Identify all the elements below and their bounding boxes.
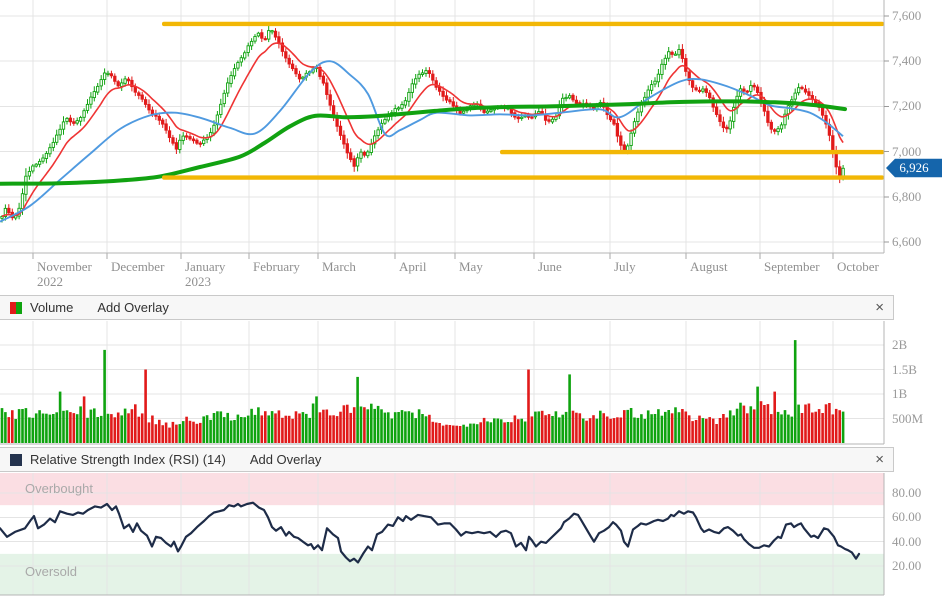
volume-bars <box>0 340 845 443</box>
date-axis-month-label: October <box>837 259 879 274</box>
rsi-legend-label[interactable]: Relative Strength Index (RSI) (14) <box>30 452 226 467</box>
date-axis-month-label: May <box>459 259 483 274</box>
rsi-panel-header: Relative Strength Index (RSI) (14) Add O… <box>0 447 894 472</box>
last-price-badge: 6,926 <box>886 158 942 178</box>
support-resistance-line[interactable] <box>500 149 884 155</box>
price-axis-label: 7,200 <box>892 98 922 114</box>
price-axis-label: 7,000 <box>892 143 922 159</box>
volume-axis-label: 500M <box>892 410 924 426</box>
volume-legend-label[interactable]: Volume <box>30 300 74 315</box>
oversold-zone-label: Oversold <box>25 564 78 579</box>
date-axis-month-label: July <box>614 259 636 274</box>
price-axis-label: 6,800 <box>892 188 922 204</box>
rsi-axis-label: 40.00 <box>892 533 922 549</box>
support-resistance-line[interactable] <box>162 175 884 180</box>
rsi-axis-label: 80.00 <box>892 485 922 500</box>
ma-fast-line <box>1 42 844 218</box>
rsi-axis-label: 60.00 <box>892 509 922 525</box>
ma-slow-line <box>0 99 847 186</box>
date-axis-month-label: March <box>322 259 356 274</box>
volume-axis-label: 1B <box>892 386 908 401</box>
rsi-zones <box>0 473 884 595</box>
date-axis-month-label: April <box>399 259 427 274</box>
date-axis-year-label: 2022 <box>37 274 63 289</box>
date-axis-month-label: December <box>111 259 165 274</box>
date-axis-month-label: September <box>764 259 820 274</box>
volume-axis-label: 2B <box>892 337 908 352</box>
rsi-axis-label: 20.00 <box>892 558 922 574</box>
support-resistance-line[interactable] <box>162 21 884 27</box>
panel-borders <box>0 0 889 596</box>
volume-axis-label: 1.5B <box>892 361 917 377</box>
rsi-panel-close-button[interactable]: × <box>871 452 888 467</box>
volume-legend-icon <box>10 301 22 314</box>
volume-add-overlay-link[interactable]: Add Overlay <box>97 300 169 315</box>
price-axis-label: 6,600 <box>892 234 922 249</box>
date-axis-month-label: June <box>538 259 562 274</box>
date-axis-month-label: February <box>253 259 300 274</box>
rsi-legend-icon <box>10 453 22 466</box>
volume-panel-header: Volume Add Overlay × <box>0 295 894 320</box>
date-axis-month-label: August <box>690 259 728 274</box>
gridlines <box>0 0 884 595</box>
date-axis-year-label: 2023 <box>185 274 211 289</box>
rsi-line <box>0 501 861 564</box>
date-axis-month-label: January <box>185 259 226 274</box>
rsi-add-overlay-link[interactable]: Add Overlay <box>249 452 322 467</box>
volume-panel-close-button[interactable]: × <box>871 300 888 315</box>
date-axis-month-label: November <box>37 259 92 274</box>
price-axis-label: 7,400 <box>892 53 922 69</box>
ma-mid-line <box>0 60 844 223</box>
overbought-zone-label: Overbought <box>25 481 93 496</box>
price-axis-label: 7,600 <box>892 8 922 23</box>
